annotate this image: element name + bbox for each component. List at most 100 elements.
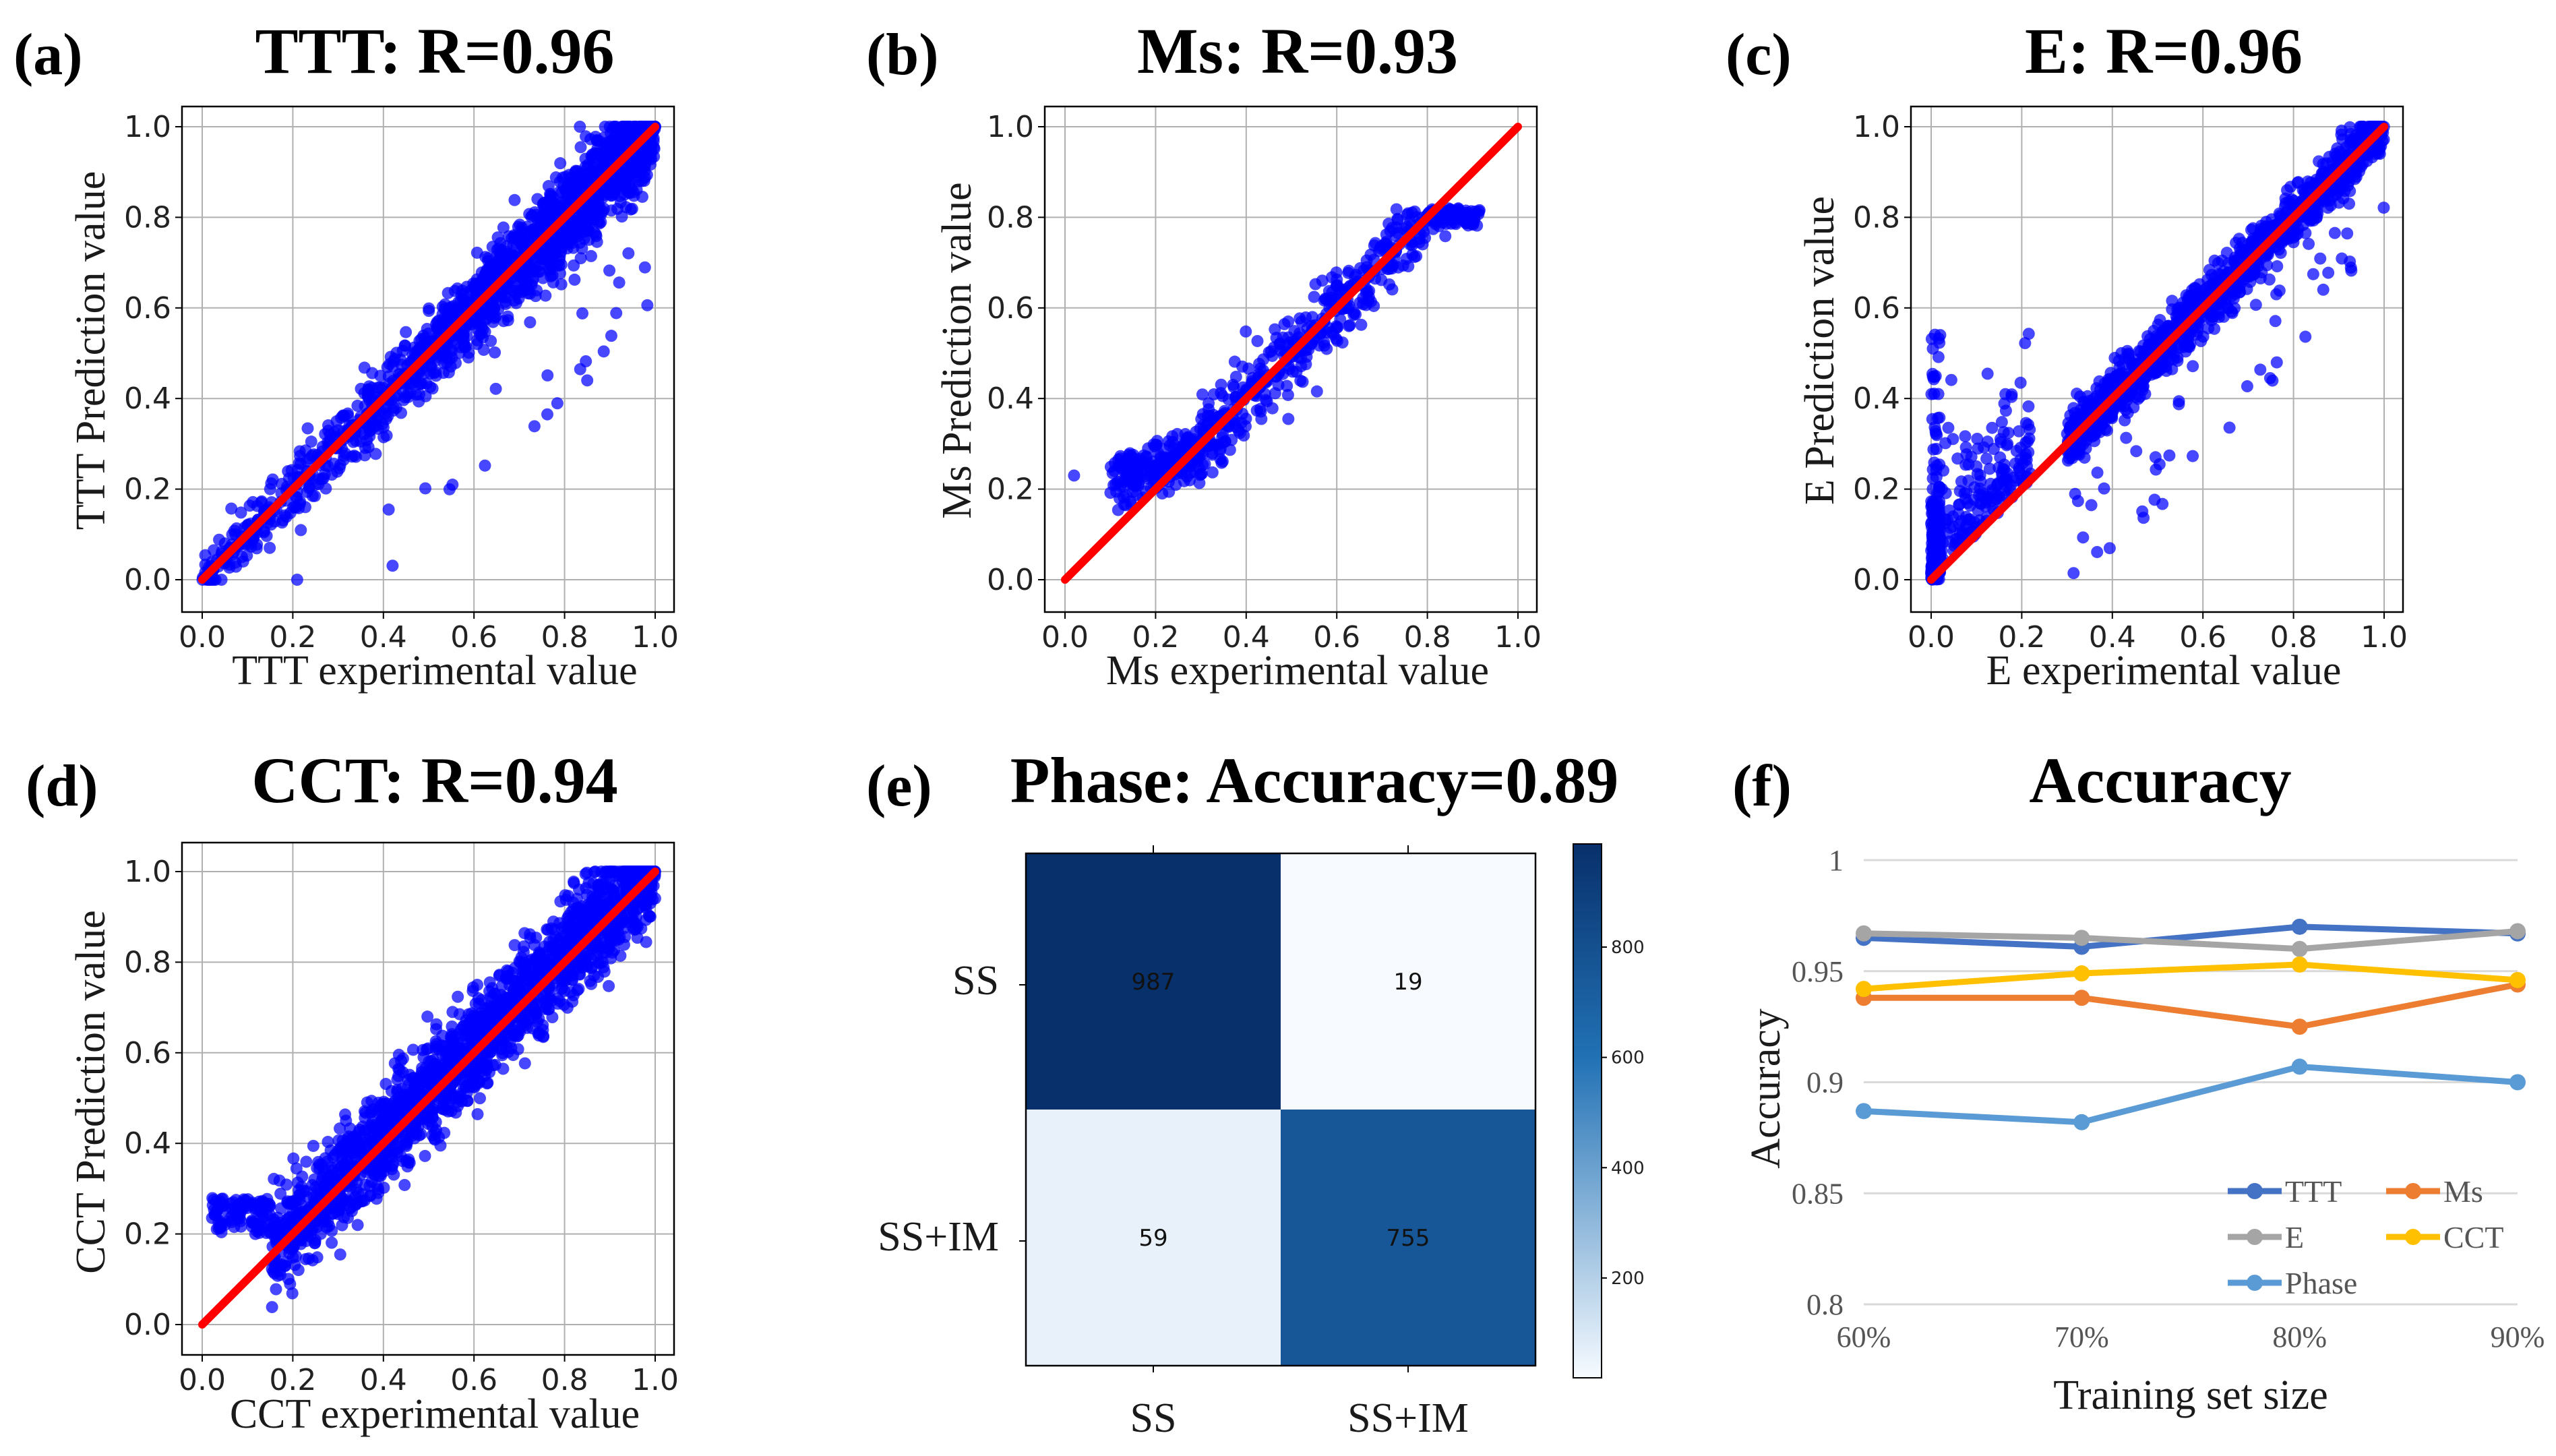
y-tick-label: 0.0 <box>987 563 1034 597</box>
data-point <box>1269 387 1281 400</box>
x-tick-label: 0.4 <box>360 620 407 655</box>
panel-b-label: (b) <box>866 22 939 88</box>
data-point <box>485 259 498 272</box>
x-tick-label: 0.8 <box>541 620 588 655</box>
data-point <box>588 147 601 160</box>
data-point <box>470 334 483 346</box>
data-point <box>542 180 555 193</box>
data-point <box>2151 366 2164 379</box>
data-point <box>508 193 521 206</box>
x-tick-label: 0.0 <box>179 620 226 655</box>
data-point <box>2241 380 2253 393</box>
data-point <box>501 310 514 323</box>
y-tick-label: 0.6 <box>124 1036 171 1070</box>
y-tick-label: 0.8 <box>1853 200 1900 235</box>
data-point <box>1926 472 1939 485</box>
data-point <box>470 246 483 259</box>
data-point <box>448 284 461 297</box>
data-point <box>413 377 425 390</box>
y-tick-label: 0.2 <box>124 1217 171 1252</box>
data-point <box>1196 388 1209 401</box>
plot-frame <box>1043 105 1538 613</box>
data-point <box>447 300 460 313</box>
y-tick-label: 0.4 <box>1853 382 1900 416</box>
data-point <box>1308 291 1320 303</box>
data-point <box>2197 284 2210 297</box>
y-tick-label: 0.6 <box>987 291 1034 326</box>
data-point <box>419 482 432 495</box>
data-point <box>522 283 535 296</box>
data-point <box>2254 363 2267 376</box>
data-point <box>372 381 385 394</box>
data-point <box>545 199 557 212</box>
data-point <box>2291 177 2304 189</box>
data-point <box>1188 466 1200 479</box>
data-point <box>291 491 303 504</box>
data-point <box>2152 318 2164 331</box>
panel-a: (a) TTT: R=0.96 0.0 0.2 0.4 0.6 0.8 1.00.00.2… <box>13 15 679 694</box>
data-point <box>2014 376 2027 389</box>
data-point <box>497 221 510 234</box>
data-point <box>295 524 307 537</box>
data-point <box>513 270 526 282</box>
data-point <box>1242 362 1255 375</box>
data-point <box>1258 388 1271 400</box>
data-point <box>1941 526 1953 539</box>
data-point <box>1980 493 1993 506</box>
data-point <box>2085 499 2098 512</box>
data-point <box>633 121 646 133</box>
panel-b: (b) Ms: R=0.93 0.0 0.2 0.4 0.6 0.8 1.00.00.20… <box>866 15 1542 694</box>
data-point <box>479 306 492 319</box>
data-point <box>2356 121 2369 133</box>
data-point <box>1978 441 1990 454</box>
data-point <box>436 301 449 313</box>
data-point <box>1959 441 1972 454</box>
data-point <box>2013 425 2026 437</box>
x-tick-label: 1.0 <box>1494 620 1542 655</box>
data-point <box>554 157 567 170</box>
data-point <box>2227 292 2240 305</box>
data-point <box>215 574 228 586</box>
data-point <box>2071 388 2083 400</box>
data-point <box>526 209 539 222</box>
data-point <box>1995 416 2008 429</box>
y-tick-label: 1.0 <box>1853 110 1900 144</box>
data-point <box>1960 519 1973 532</box>
data-point <box>1926 413 1939 425</box>
panel-a-xlabel: TTT experimental value <box>232 648 637 694</box>
panel-d-title: CCT: R=0.94 <box>251 744 618 816</box>
data-point <box>1364 295 1377 308</box>
data-point <box>2022 446 2035 458</box>
data-point <box>2150 463 2162 476</box>
data-point <box>290 501 303 514</box>
data-point <box>2197 330 2210 343</box>
data-point <box>1939 437 1952 450</box>
data-point <box>2230 237 2243 249</box>
data-point <box>2077 531 2090 544</box>
data-point <box>251 499 264 512</box>
data-point <box>1971 432 1984 445</box>
data-point <box>2022 419 2035 431</box>
data-point <box>350 450 363 463</box>
data-point <box>354 435 367 448</box>
data-point <box>1227 378 1240 391</box>
data-point <box>1348 307 1361 320</box>
data-point <box>2299 330 2312 343</box>
data-point <box>359 449 371 462</box>
data-point <box>551 259 564 272</box>
data-point <box>2344 121 2356 133</box>
x-tick-label: 0.0 <box>1041 620 1089 655</box>
data-point <box>1449 216 1461 229</box>
data-point <box>299 444 312 457</box>
data-point <box>437 367 450 380</box>
y-tick-label: 1.0 <box>124 110 171 144</box>
data-point <box>1306 311 1318 324</box>
data-point <box>2001 473 2013 485</box>
data-point <box>2373 143 2386 156</box>
data-point <box>1282 315 1295 328</box>
data-point <box>382 503 395 516</box>
data-point <box>208 544 220 557</box>
data-point <box>2136 505 2149 518</box>
data-point <box>2090 382 2103 394</box>
data-point <box>1254 402 1267 415</box>
